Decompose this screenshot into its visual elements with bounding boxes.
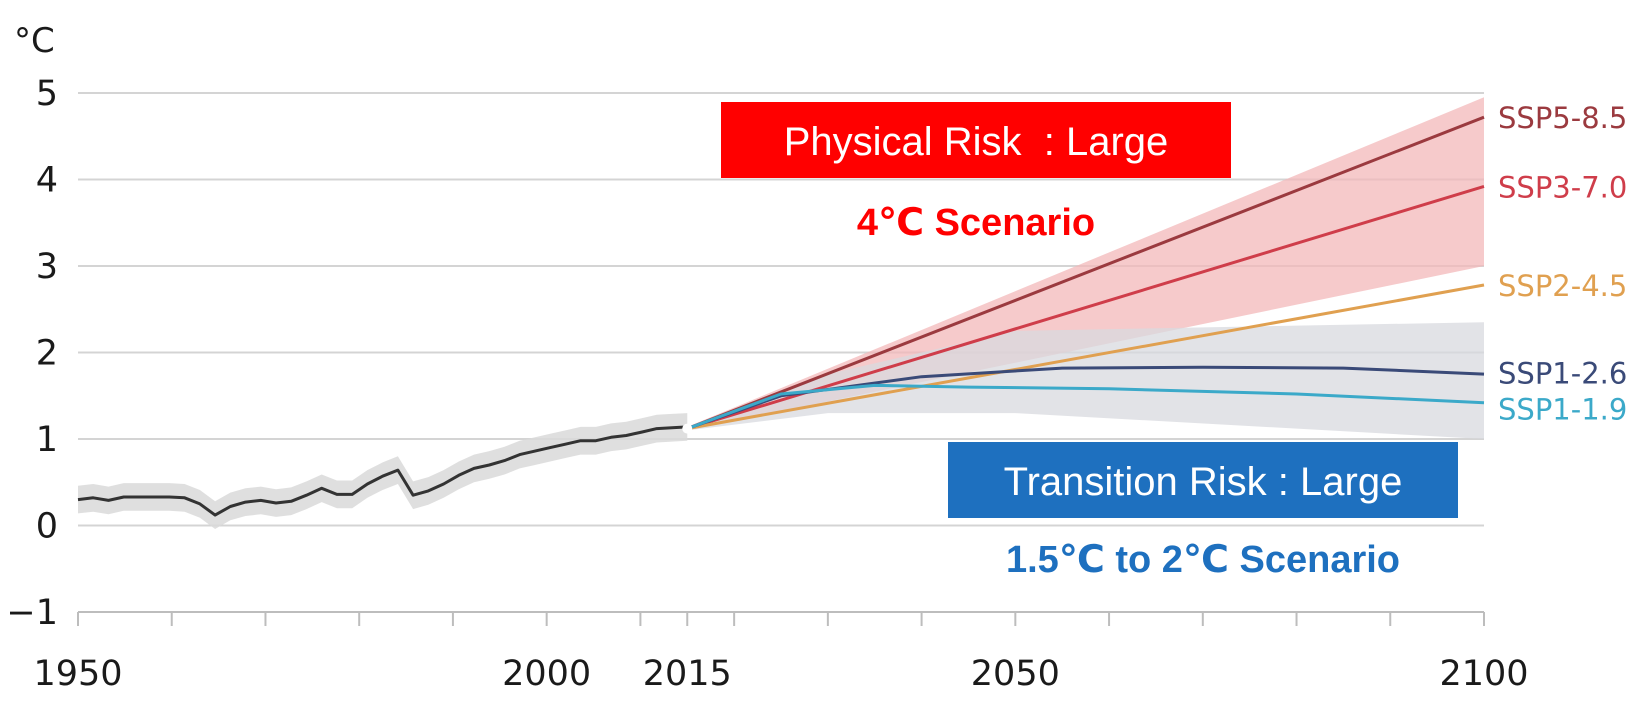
series-line-ssp3-7.0 (686, 184, 1485, 431)
x-tick-label-2050: 2050 (971, 654, 1060, 694)
band-low (687, 322, 1484, 439)
series-label-ssp1-2.6: SSP1-2.6 (1498, 356, 1627, 390)
transition-risk-box (948, 442, 1458, 518)
series-line-ssp2-4.5 (687, 283, 1485, 431)
physical-scenario-label: 4℃ Scenario (857, 202, 1095, 244)
uncertainty-bands (687, 97, 1484, 439)
transition-scenario-label: 1.5℃ to 2℃ Scenario (1006, 539, 1400, 581)
y-tick-label-2: 3 (36, 247, 58, 287)
y-tick-label-3: 2 (36, 334, 58, 374)
x-tick-label-2015: 2015 (643, 654, 732, 694)
axes (77, 611, 1485, 626)
y-axis-unit-label: °C (14, 21, 55, 61)
series-line-ssp1-1.9 (686, 383, 1485, 431)
historical-layer (77, 413, 688, 529)
historical-line (77, 425, 688, 517)
y-tick-labels: 5 4 3 2 1 0 −1 (6, 74, 58, 633)
series-label-ssp1-1.9: SSP1-1.9 (1498, 393, 1627, 427)
y-tick-label-6: −1 (6, 593, 58, 633)
junction-marker (682, 423, 693, 434)
series-label-ssp3-7.0: SSP3-7.0 (1498, 170, 1627, 204)
scenario-series (682, 115, 1485, 434)
x-tick-labels: 1950 2000 2015 2050 2100 (33, 654, 1528, 694)
x-tick-label-2100: 2100 (1439, 654, 1528, 694)
transition-risk-label: Transition Risk : Large (1004, 460, 1403, 504)
x-tick-label-2000: 2000 (502, 654, 591, 694)
band-high (687, 97, 1484, 431)
physical-risk-label: Physical Risk : Large (784, 120, 1169, 164)
historical-band (78, 413, 688, 529)
gridlines (78, 92, 1484, 527)
y-tick-label-1: 4 (36, 161, 58, 201)
series-label-ssp5-8.5: SSP5-8.5 (1498, 101, 1627, 135)
series-line-ssp1-2.6 (686, 365, 1485, 431)
x-tick-label-1950: 1950 (33, 654, 122, 694)
y-tick-label-5: 0 (36, 507, 58, 547)
series-line-ssp5-8.5 (686, 115, 1485, 430)
physical-risk-box (721, 102, 1231, 178)
y-tick-label-0: 5 (36, 74, 58, 114)
series-label-ssp2-4.5: SSP2-4.5 (1498, 269, 1627, 303)
y-tick-label-4: 1 (36, 420, 58, 460)
